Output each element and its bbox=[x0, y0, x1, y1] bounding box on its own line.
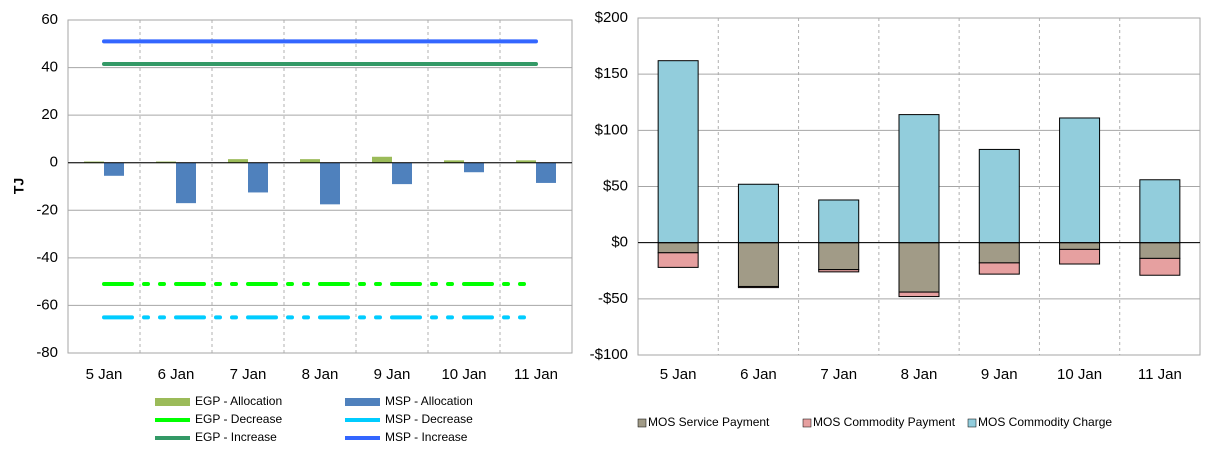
bar-segment bbox=[818, 269, 860, 273]
bar-segment bbox=[1139, 257, 1181, 276]
y-tick-label: 20 bbox=[41, 106, 58, 123]
legend-label: EGP - Increase bbox=[195, 430, 277, 444]
bar bbox=[464, 162, 484, 173]
bar-segment bbox=[898, 242, 940, 293]
x-tick-label: 9 Jan bbox=[981, 366, 1018, 383]
bar bbox=[176, 162, 196, 204]
bar bbox=[320, 162, 340, 205]
bar bbox=[84, 161, 104, 163]
legend-label: MOS Service Payment bbox=[648, 415, 770, 429]
y-tick-label: $150 bbox=[595, 65, 628, 82]
x-tick-label: 7 Jan bbox=[820, 366, 857, 383]
legend-label: MSP - Increase bbox=[385, 430, 468, 444]
y-tick-label: $100 bbox=[595, 121, 628, 138]
bar bbox=[156, 161, 176, 163]
x-tick-label: 11 Jan bbox=[514, 366, 558, 383]
legend-swatch bbox=[967, 418, 977, 428]
y-tick-label: -$100 bbox=[590, 346, 628, 363]
legend-swatch bbox=[637, 418, 647, 428]
bar bbox=[372, 156, 392, 163]
x-tick-label: 6 Jan bbox=[158, 366, 195, 383]
bar-segment bbox=[657, 242, 699, 254]
legend-label: MSP - Decrease bbox=[385, 412, 473, 426]
bar bbox=[516, 160, 536, 163]
bar bbox=[444, 160, 464, 163]
legend-label: MSP - Allocation bbox=[385, 394, 473, 408]
y-tick-label: 0 bbox=[50, 154, 58, 171]
x-tick-label: 5 Jan bbox=[660, 366, 697, 383]
legend-label: EGP - Allocation bbox=[195, 394, 282, 408]
legend-swatch bbox=[155, 398, 190, 406]
bar-segment bbox=[978, 242, 1020, 264]
bar bbox=[392, 162, 412, 185]
y-tick-label: -40 bbox=[36, 249, 58, 266]
bar-segment bbox=[1139, 179, 1181, 244]
x-tick-label: 5 Jan bbox=[86, 366, 123, 383]
y-tick-label: 60 bbox=[41, 11, 58, 28]
x-tick-label: 11 Jan bbox=[1138, 366, 1182, 383]
bar-segment bbox=[737, 183, 779, 244]
x-tick-label: 9 Jan bbox=[374, 366, 411, 383]
legend-label: MOS Commodity Payment bbox=[813, 415, 956, 429]
bar-segment bbox=[1059, 117, 1101, 244]
x-tick-label: 10 Jan bbox=[1057, 366, 1102, 383]
bar bbox=[248, 162, 268, 193]
bar-segment bbox=[1059, 248, 1101, 265]
y-axis-label: TJ bbox=[11, 178, 27, 194]
bar-segment bbox=[737, 242, 779, 287]
legend-swatch bbox=[802, 418, 812, 428]
bar-segment bbox=[1139, 242, 1181, 259]
y-tick-label: -80 bbox=[36, 344, 58, 361]
bar-segment bbox=[657, 60, 699, 244]
bar-segment bbox=[978, 262, 1020, 275]
bar bbox=[228, 159, 248, 163]
y-tick-label: 40 bbox=[41, 59, 58, 76]
bar-segment bbox=[818, 242, 860, 271]
bar-segment bbox=[657, 252, 699, 268]
y-tick-label: -$50 bbox=[598, 290, 628, 307]
y-tick-label: -60 bbox=[36, 296, 58, 313]
y-tick-label: $0 bbox=[611, 234, 628, 251]
bar-segment bbox=[898, 291, 940, 298]
bar bbox=[104, 162, 124, 176]
x-tick-label: 10 Jan bbox=[441, 366, 486, 383]
bar-segment bbox=[737, 285, 779, 289]
bar-segment bbox=[1059, 242, 1101, 250]
y-tick-label: -20 bbox=[36, 201, 58, 218]
x-tick-label: 8 Jan bbox=[901, 366, 938, 383]
y-tick-label: $50 bbox=[603, 177, 628, 194]
x-tick-label: 6 Jan bbox=[740, 366, 777, 383]
legend-swatch bbox=[345, 398, 380, 406]
bar bbox=[536, 162, 556, 183]
legend-label: EGP - Decrease bbox=[195, 412, 282, 426]
bar bbox=[300, 159, 320, 163]
x-tick-label: 7 Jan bbox=[230, 366, 267, 383]
bar-segment bbox=[818, 199, 860, 244]
y-tick-label: $200 bbox=[595, 9, 628, 26]
bar-segment bbox=[898, 114, 940, 244]
bar-segment bbox=[978, 148, 1020, 244]
legend-label: MOS Commodity Charge bbox=[978, 415, 1112, 429]
x-tick-label: 8 Jan bbox=[302, 366, 339, 383]
